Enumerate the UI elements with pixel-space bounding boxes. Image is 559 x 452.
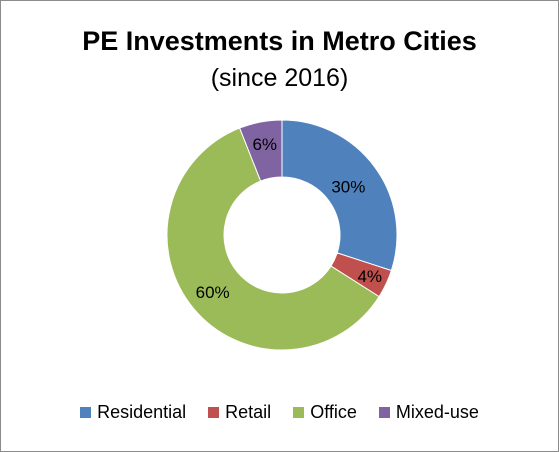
- data-label-office: 60%: [196, 283, 230, 302]
- legend-label-retail: Retail: [225, 402, 272, 422]
- legend-swatch-residential: [80, 407, 92, 418]
- legend-label-residential: Residential: [97, 402, 187, 422]
- slice-office: [166, 127, 380, 351]
- data-label-mixed-use: 6%: [252, 135, 277, 154]
- slice-mixed-use: [239, 119, 283, 182]
- legend-label-mixed-use: Mixed-use: [395, 402, 479, 422]
- legend-item-retail: Retail: [208, 402, 271, 423]
- data-label-retail: 4%: [357, 267, 382, 286]
- chart-legend: Residential Retail Office Mixed-use: [0, 402, 559, 423]
- legend-item-residential: Residential: [80, 402, 186, 423]
- legend-label-office: Office: [310, 402, 357, 422]
- data-label-residential: 30%: [331, 177, 365, 196]
- chart-subtitle: (since 2016): [210, 64, 349, 92]
- legend-item-mixed-use: Mixed-use: [378, 402, 479, 423]
- legend-swatch-office: [293, 407, 305, 418]
- legend-swatch-mixed-use: [378, 407, 390, 418]
- legend-item-office: Office: [293, 402, 357, 423]
- slice-residential: [281, 119, 398, 272]
- chart-title: PE Investments in Metro Cities: [82, 26, 477, 56]
- legend-swatch-retail: [208, 407, 220, 418]
